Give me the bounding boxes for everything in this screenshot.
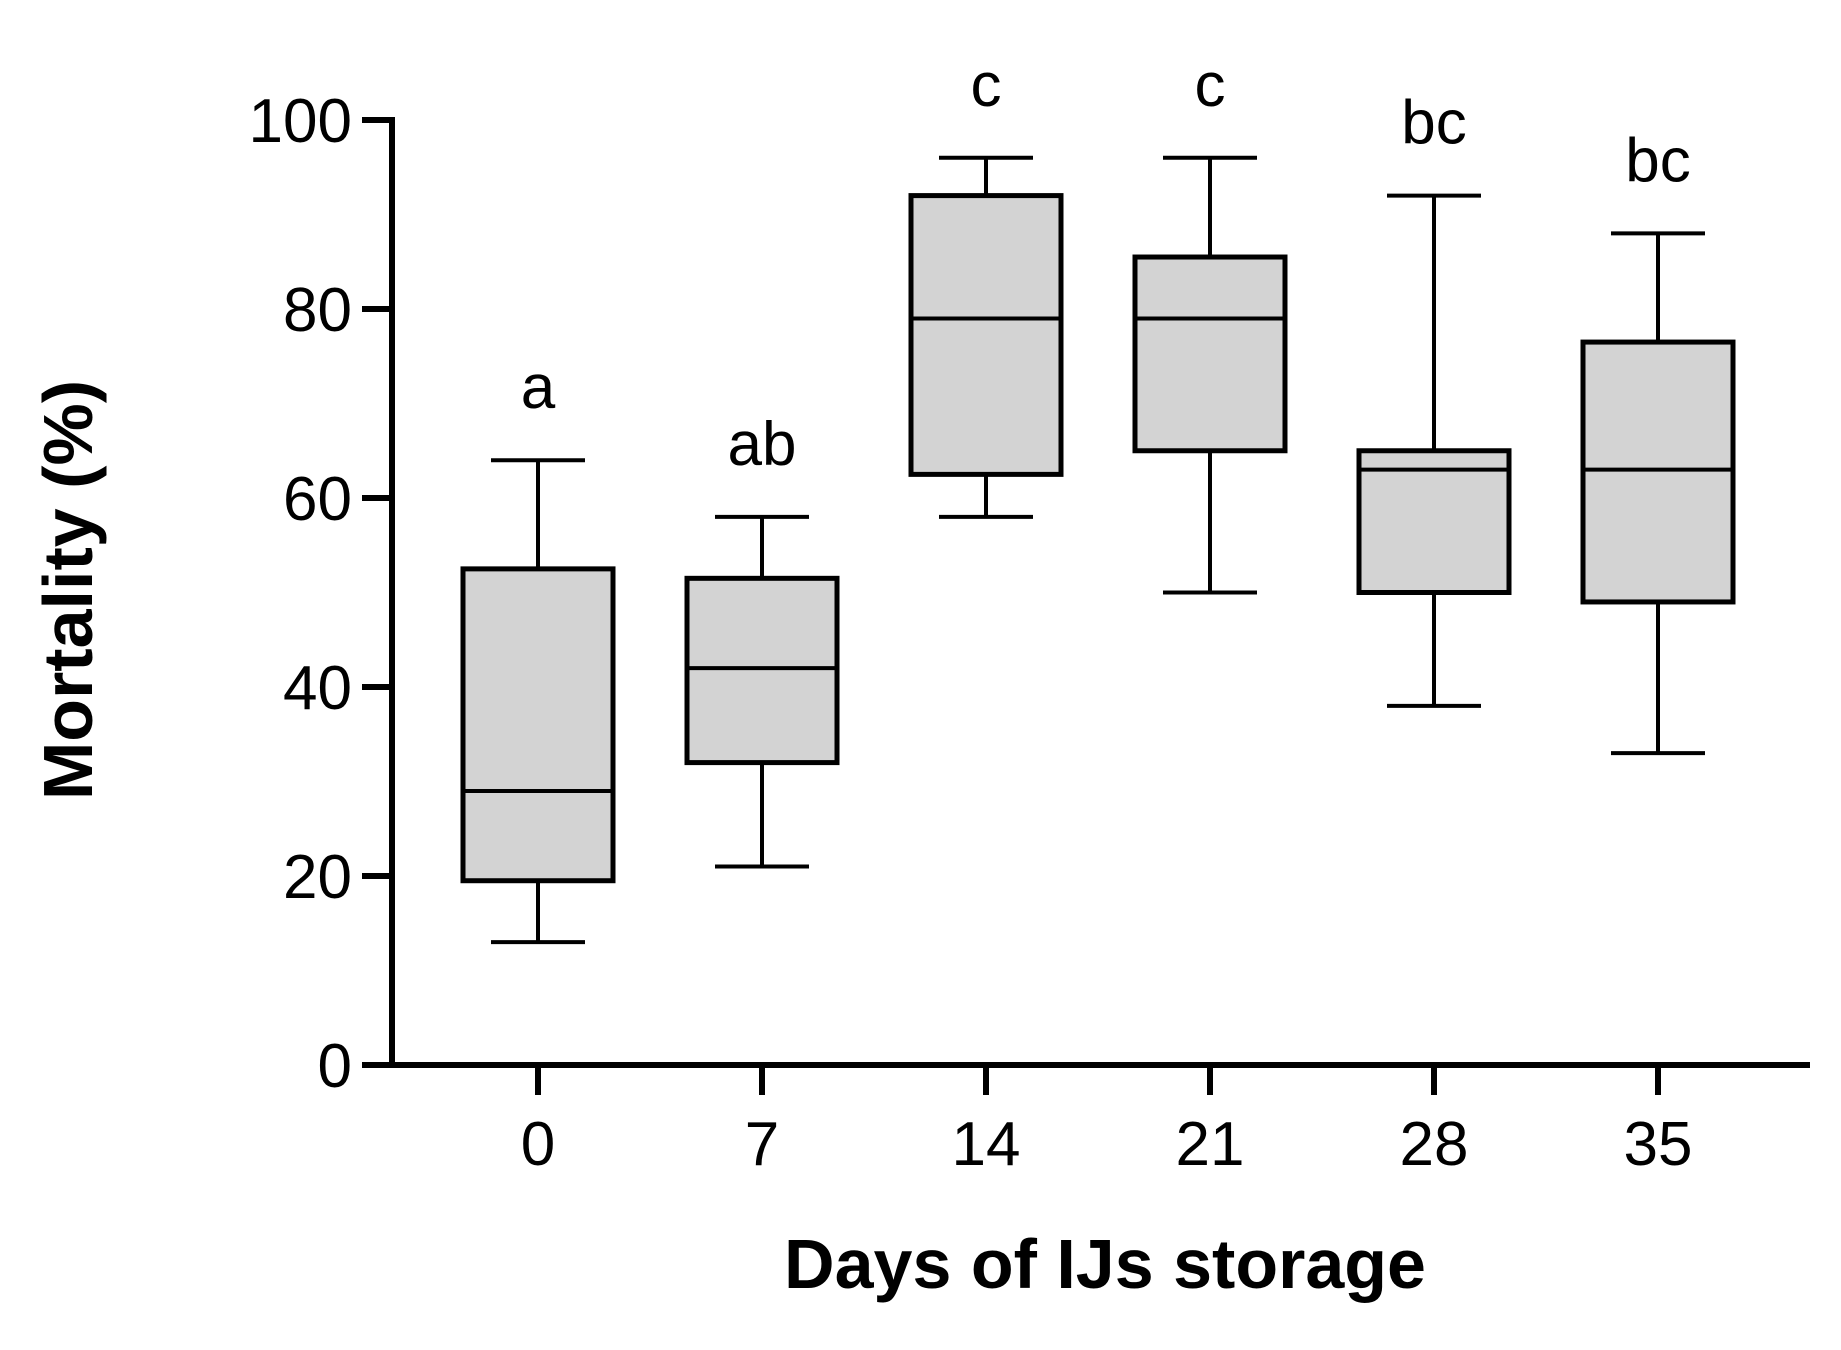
y-tick-label: 20 (283, 843, 352, 912)
y-tick-label: 40 (283, 654, 352, 723)
box-iqr (460, 566, 616, 884)
box-iqr (908, 193, 1064, 477)
significance-label: bc (1401, 89, 1466, 158)
y-tick-label: 100 (249, 87, 352, 156)
x-tick-label: 28 (1400, 1110, 1469, 1179)
axes (362, 117, 1810, 1095)
y-tick-label: 0 (318, 1032, 352, 1101)
x-axis-title: Days of IJs storage (784, 1225, 1426, 1303)
box-marks (460, 155, 1736, 945)
x-tick-label: 7 (745, 1110, 779, 1179)
axis-labels: 0 20 40 60 80 100 0 a 7 ab 14 c 21 c 28 bc 35 bc (249, 51, 1693, 1179)
significance-label: c (1195, 51, 1226, 120)
significance-label: ab (728, 410, 797, 479)
x-tick-label: 14 (952, 1110, 1021, 1179)
y-tick-label: 80 (283, 276, 352, 345)
y-tick-label: 60 (283, 465, 352, 534)
x-tick-label: 35 (1624, 1110, 1693, 1179)
x-tick-label: 0 (521, 1110, 555, 1179)
box-iqr (684, 575, 840, 766)
significance-label: bc (1625, 126, 1690, 195)
significance-label: c (971, 51, 1002, 120)
box-iqr (1356, 448, 1512, 595)
x-tick-label: 21 (1176, 1110, 1245, 1179)
box-iqr (1580, 339, 1736, 605)
significance-label: a (521, 353, 556, 422)
box-iqr (1132, 254, 1288, 454)
y-axis-title: Mortality (%) (29, 380, 107, 800)
